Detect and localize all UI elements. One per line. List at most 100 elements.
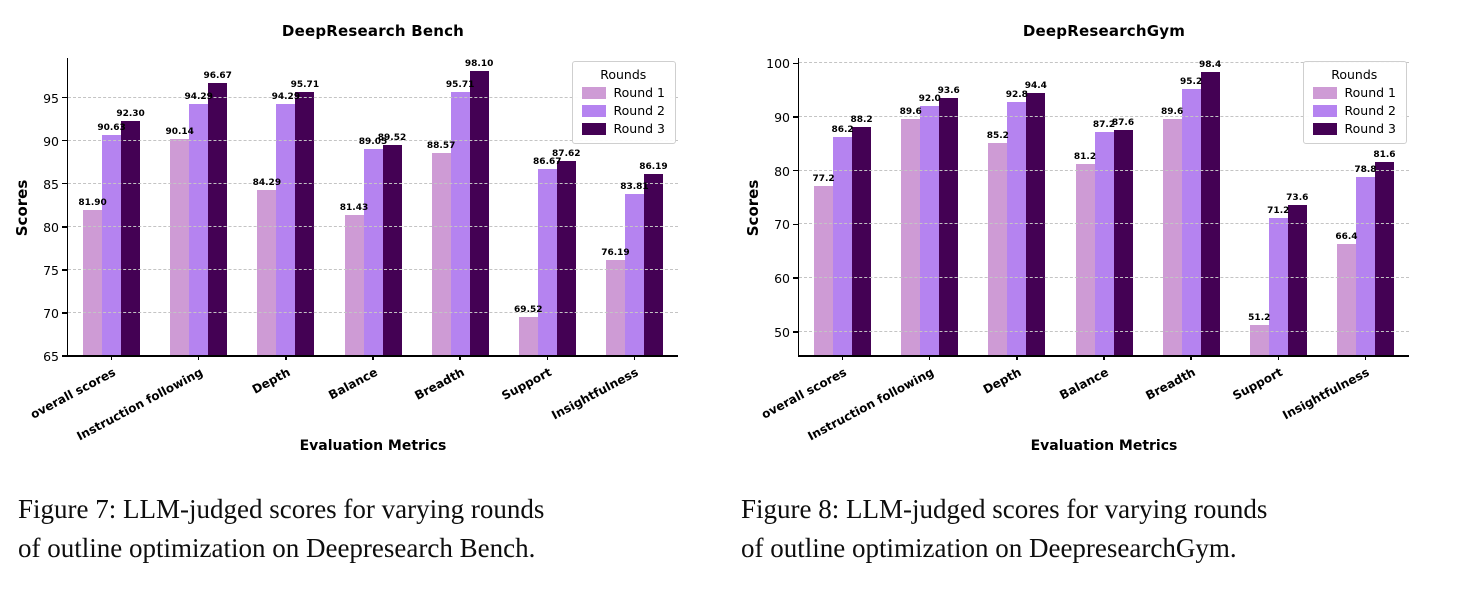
y-tick-mark (62, 226, 67, 228)
bar (257, 189, 277, 356)
gridline (68, 268, 678, 270)
deepresearchgym-chart: DeepResearchGym Scores Evaluation Metrics 5… (731, 0, 1462, 474)
bar (1007, 102, 1027, 356)
y-tick-label: 80 (43, 219, 59, 235)
gridline (68, 311, 678, 313)
y-tick-mark (62, 312, 67, 314)
x-tick-label: Balance (1056, 365, 1111, 403)
y-tick-mark (62, 140, 67, 142)
caption-line: of outline optimization on DeepresearchG… (741, 533, 1237, 563)
bar (605, 259, 625, 356)
legend-item-label: Round 3 (1344, 121, 1396, 136)
y-tick-mark (793, 170, 798, 172)
y-axis-spine (67, 58, 69, 356)
bar-value-label: 76.19 (601, 247, 630, 258)
figure-7-block: DeepResearch Bench Scores Evaluation Metri… (0, 0, 731, 568)
y-tick-label: 70 (43, 305, 59, 321)
gridline (68, 139, 678, 141)
bar-value-label: 83.81 (620, 182, 649, 192)
figure-7-caption: Figure 7: LLM-judged scores for varying … (0, 490, 731, 568)
y-tick-label: 60 (774, 271, 790, 287)
legend-item: Round 2 (1312, 103, 1396, 118)
bar-value-label: 89.05 (358, 136, 388, 147)
bar-value-label: 95.71 (445, 79, 475, 90)
legend-swatch (1312, 104, 1337, 117)
bar-value-label: 90.14 (165, 127, 194, 138)
y-tick-mark (793, 116, 798, 118)
bar-value-label: 71.2 (1267, 206, 1290, 217)
legend: Rounds Round 1 Round 2 Round 3 (1302, 61, 1407, 144)
x-tick-label: Breadth (412, 365, 467, 403)
bar (1113, 129, 1133, 356)
bar (1075, 164, 1095, 356)
bar (450, 91, 470, 356)
bar-value-label: 89.6 (1161, 107, 1184, 118)
bar (363, 148, 383, 356)
y-tick-mark (62, 355, 67, 357)
x-tick-label: Balance (325, 365, 380, 403)
x-tick-mark (1103, 356, 1105, 360)
y-tick-label: 100 (766, 56, 790, 72)
legend-item: Round 3 (581, 121, 665, 136)
bar-value-label: 81.2 (1073, 152, 1097, 163)
y-tick-label: 90 (774, 110, 790, 126)
bar (939, 97, 959, 356)
bar-value-label: 95.2 (1180, 77, 1203, 88)
x-axis-spine (67, 355, 678, 357)
bar (208, 83, 228, 356)
bar (1162, 119, 1182, 356)
bar (1287, 205, 1307, 356)
legend-item-label: Round 2 (613, 103, 665, 118)
bar-value-label: 92.0 (918, 94, 941, 105)
deepresearch-bench-chart: DeepResearch Bench Scores Evaluation Metri… (0, 0, 731, 474)
x-tick-mark (1277, 356, 1279, 360)
bar (276, 103, 296, 356)
bar-value-label: 94.29 (184, 91, 213, 102)
bar-value-label: 93.6 (937, 85, 960, 96)
x-tick-mark (633, 356, 636, 360)
bar (189, 103, 209, 356)
bar (1336, 243, 1356, 356)
y-tick-label: 85 (43, 176, 59, 192)
bar (83, 210, 103, 356)
plot-area: 65 70 75 80 85 90 95 81.90 90.63 92.30 overall sco… (28, 58, 678, 443)
x-tick-label: Insightfulness (549, 365, 641, 423)
bar (1268, 218, 1288, 356)
legend-item-label: Round 1 (613, 85, 665, 100)
x-tick-mark (372, 356, 374, 360)
bar-value-label: 95.71 (290, 79, 320, 90)
bar-value-label: 78.8 (1354, 165, 1377, 176)
bar-value-label: 89.6 (899, 107, 922, 118)
x-tick-mark (459, 356, 461, 360)
legend-swatch (581, 104, 606, 117)
x-tick-label: Depth (980, 365, 1024, 397)
legend-title: Rounds (600, 67, 647, 82)
bar-value-label: 81.6 (1373, 150, 1396, 161)
gridline (799, 62, 1409, 64)
y-tick-label: 95 (43, 90, 59, 106)
x-tick-mark (1190, 356, 1192, 360)
bar-value-label: 87.6 (1111, 117, 1135, 128)
bar-value-label: 86.67 (533, 157, 562, 168)
x-tick-label: Support (499, 365, 554, 403)
legend-item-label: Round 1 (1344, 85, 1396, 100)
x-tick-label: Depth (249, 365, 293, 397)
legend-swatch (1312, 86, 1337, 99)
bar-value-label: 84.29 (252, 177, 282, 188)
y-tick-label: 65 (43, 349, 59, 364)
caption-line: of outline optimization on Deepresearch … (18, 533, 536, 563)
bar (556, 161, 576, 356)
y-tick-label: 90 (43, 133, 59, 149)
legend-item: Round 3 (1312, 121, 1396, 136)
x-tick-label: overall scores (759, 365, 850, 422)
bar-value-label: 86.2 (831, 125, 854, 136)
bar-value-label: 86.19 (639, 161, 668, 172)
bar-value-label: 98.4 (1199, 59, 1222, 70)
bar (1374, 162, 1394, 356)
legend-item-label: Round 3 (613, 121, 665, 136)
bar-value-label: 73.6 (1286, 193, 1309, 204)
x-tick-mark (1364, 356, 1367, 360)
bar (431, 153, 451, 356)
legend-item: Round 1 (1312, 85, 1396, 100)
gridline (68, 96, 678, 98)
